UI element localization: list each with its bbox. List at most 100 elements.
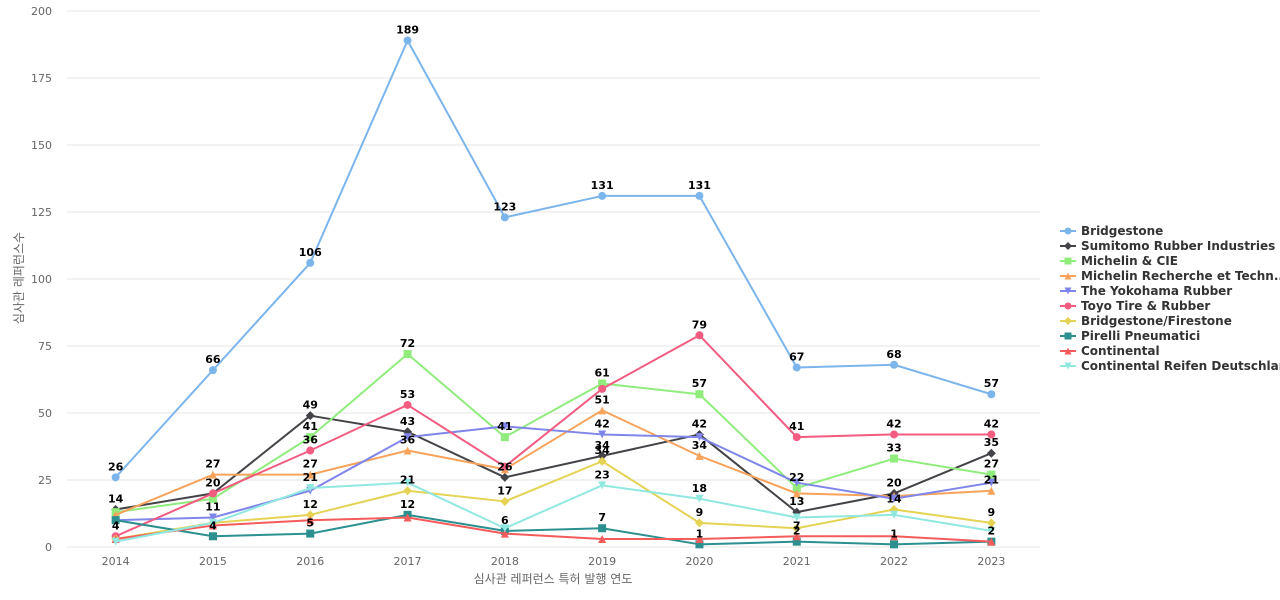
data-point: [306, 258, 315, 267]
legend-item[interactable]: Bridgestone: [1060, 224, 1163, 238]
data-label: 41: [789, 420, 804, 433]
series-10: [111, 478, 996, 546]
data-label: 41: [303, 420, 318, 433]
data-label: 61: [594, 367, 609, 380]
y-tick-label: 100: [31, 273, 52, 286]
data-point: [695, 191, 704, 200]
data-point: [987, 478, 996, 487]
data-point: [792, 532, 801, 541]
series-line: [115, 425, 992, 522]
data-point: [695, 451, 704, 460]
data-point: [792, 478, 801, 487]
legend-item[interactable]: Bridgestone/Firestone: [1060, 314, 1232, 328]
series-line: [115, 513, 992, 546]
data-label: 79: [692, 318, 707, 331]
data-label: 5: [306, 517, 314, 530]
data-point: [500, 496, 510, 506]
data-point: [792, 523, 802, 533]
legend-label: Pirelli Pneumatici: [1081, 329, 1200, 343]
data-label: 42: [886, 417, 901, 430]
data-point: [500, 462, 509, 471]
legend-label: Sumitomo Rubber Industries: [1081, 239, 1275, 253]
data-label: 26: [497, 460, 513, 473]
data-label: 41: [497, 420, 512, 433]
data-label: 42: [984, 417, 999, 430]
data-point: [987, 470, 996, 479]
data-point: [403, 446, 412, 455]
data-point: [890, 360, 899, 369]
data-point: [305, 510, 315, 520]
legend-item[interactable]: The Yokohama Rubber: [1060, 284, 1232, 298]
data-label: 23: [594, 468, 609, 481]
data-point: [598, 534, 607, 543]
data-point: [986, 448, 996, 458]
data-point: [597, 451, 607, 461]
series-line: [115, 460, 992, 540]
data-label: 4: [112, 519, 120, 532]
legend-label: Bridgestone/Firestone: [1081, 314, 1232, 328]
legend-item[interactable]: Sumitomo Rubber Industries: [1060, 239, 1275, 253]
data-point: [208, 366, 217, 375]
data-label: 27: [303, 458, 318, 471]
data-label: 49: [303, 399, 318, 412]
data-label: 26: [108, 460, 124, 473]
data-point: [598, 481, 607, 490]
data-label: 43: [400, 415, 415, 428]
y-tick-label: 0: [45, 541, 52, 554]
data-point: [598, 406, 607, 415]
series-9: [111, 513, 996, 546]
series-1: [111, 36, 996, 482]
y-tick-label: 200: [31, 5, 52, 18]
data-point: [208, 494, 217, 503]
data-point: [208, 532, 217, 541]
data-label: 2: [793, 525, 801, 538]
legend-item[interactable]: Michelin & CIE: [1060, 254, 1178, 268]
series-line: [115, 481, 992, 543]
data-label: 1: [890, 527, 898, 540]
series-3: [111, 350, 996, 517]
data-label: 51: [594, 393, 609, 406]
data-point: [500, 524, 509, 533]
legend-item[interactable]: Continental Reifen Deutschland: [1060, 359, 1280, 373]
data-point: [1064, 257, 1072, 265]
data-label: 11: [205, 501, 220, 514]
data-point: [1064, 272, 1072, 280]
data-point: [987, 526, 996, 535]
data-point: [890, 532, 899, 541]
legend-item[interactable]: Pirelli Pneumatici: [1060, 329, 1200, 343]
data-point: [306, 446, 315, 455]
legend-item[interactable]: Toyo Tire & Rubber: [1060, 299, 1210, 313]
series-group: [111, 36, 996, 549]
data-point: [1064, 227, 1072, 235]
data-point: [792, 537, 801, 546]
legend-label: The Yokohama Rubber: [1081, 284, 1232, 298]
legend-label: Bridgestone: [1081, 224, 1163, 238]
data-point: [305, 411, 315, 421]
y-tick-label: 75: [38, 340, 52, 353]
data-label: 131: [688, 179, 711, 192]
data-point: [890, 510, 899, 519]
x-tick-label: 2018: [491, 555, 519, 568]
series-line: [114, 39, 992, 478]
data-point: [792, 363, 801, 372]
data-point: [500, 433, 509, 442]
legend-item[interactable]: Michelin Recherche et Techn...: [1060, 269, 1280, 283]
data-point: [306, 433, 315, 442]
data-point: [208, 518, 217, 527]
legend-item[interactable]: Continental: [1060, 344, 1160, 358]
x-tick-label: 2023: [977, 555, 1005, 568]
x-tick-label: 2017: [394, 555, 422, 568]
data-point: [792, 484, 801, 493]
x-tick-label: 2015: [199, 555, 227, 568]
data-point: [111, 537, 120, 546]
data-point: [792, 433, 801, 442]
x-axis-title: 심사관 레퍼런스 특허 발행 연도: [474, 571, 633, 586]
y-tick-label: 50: [38, 407, 52, 420]
data-label: 35: [984, 436, 999, 449]
data-label: 27: [205, 458, 220, 471]
legend-label: Continental: [1081, 344, 1160, 358]
data-label: 9: [988, 506, 996, 519]
data-label: 36: [303, 434, 319, 447]
